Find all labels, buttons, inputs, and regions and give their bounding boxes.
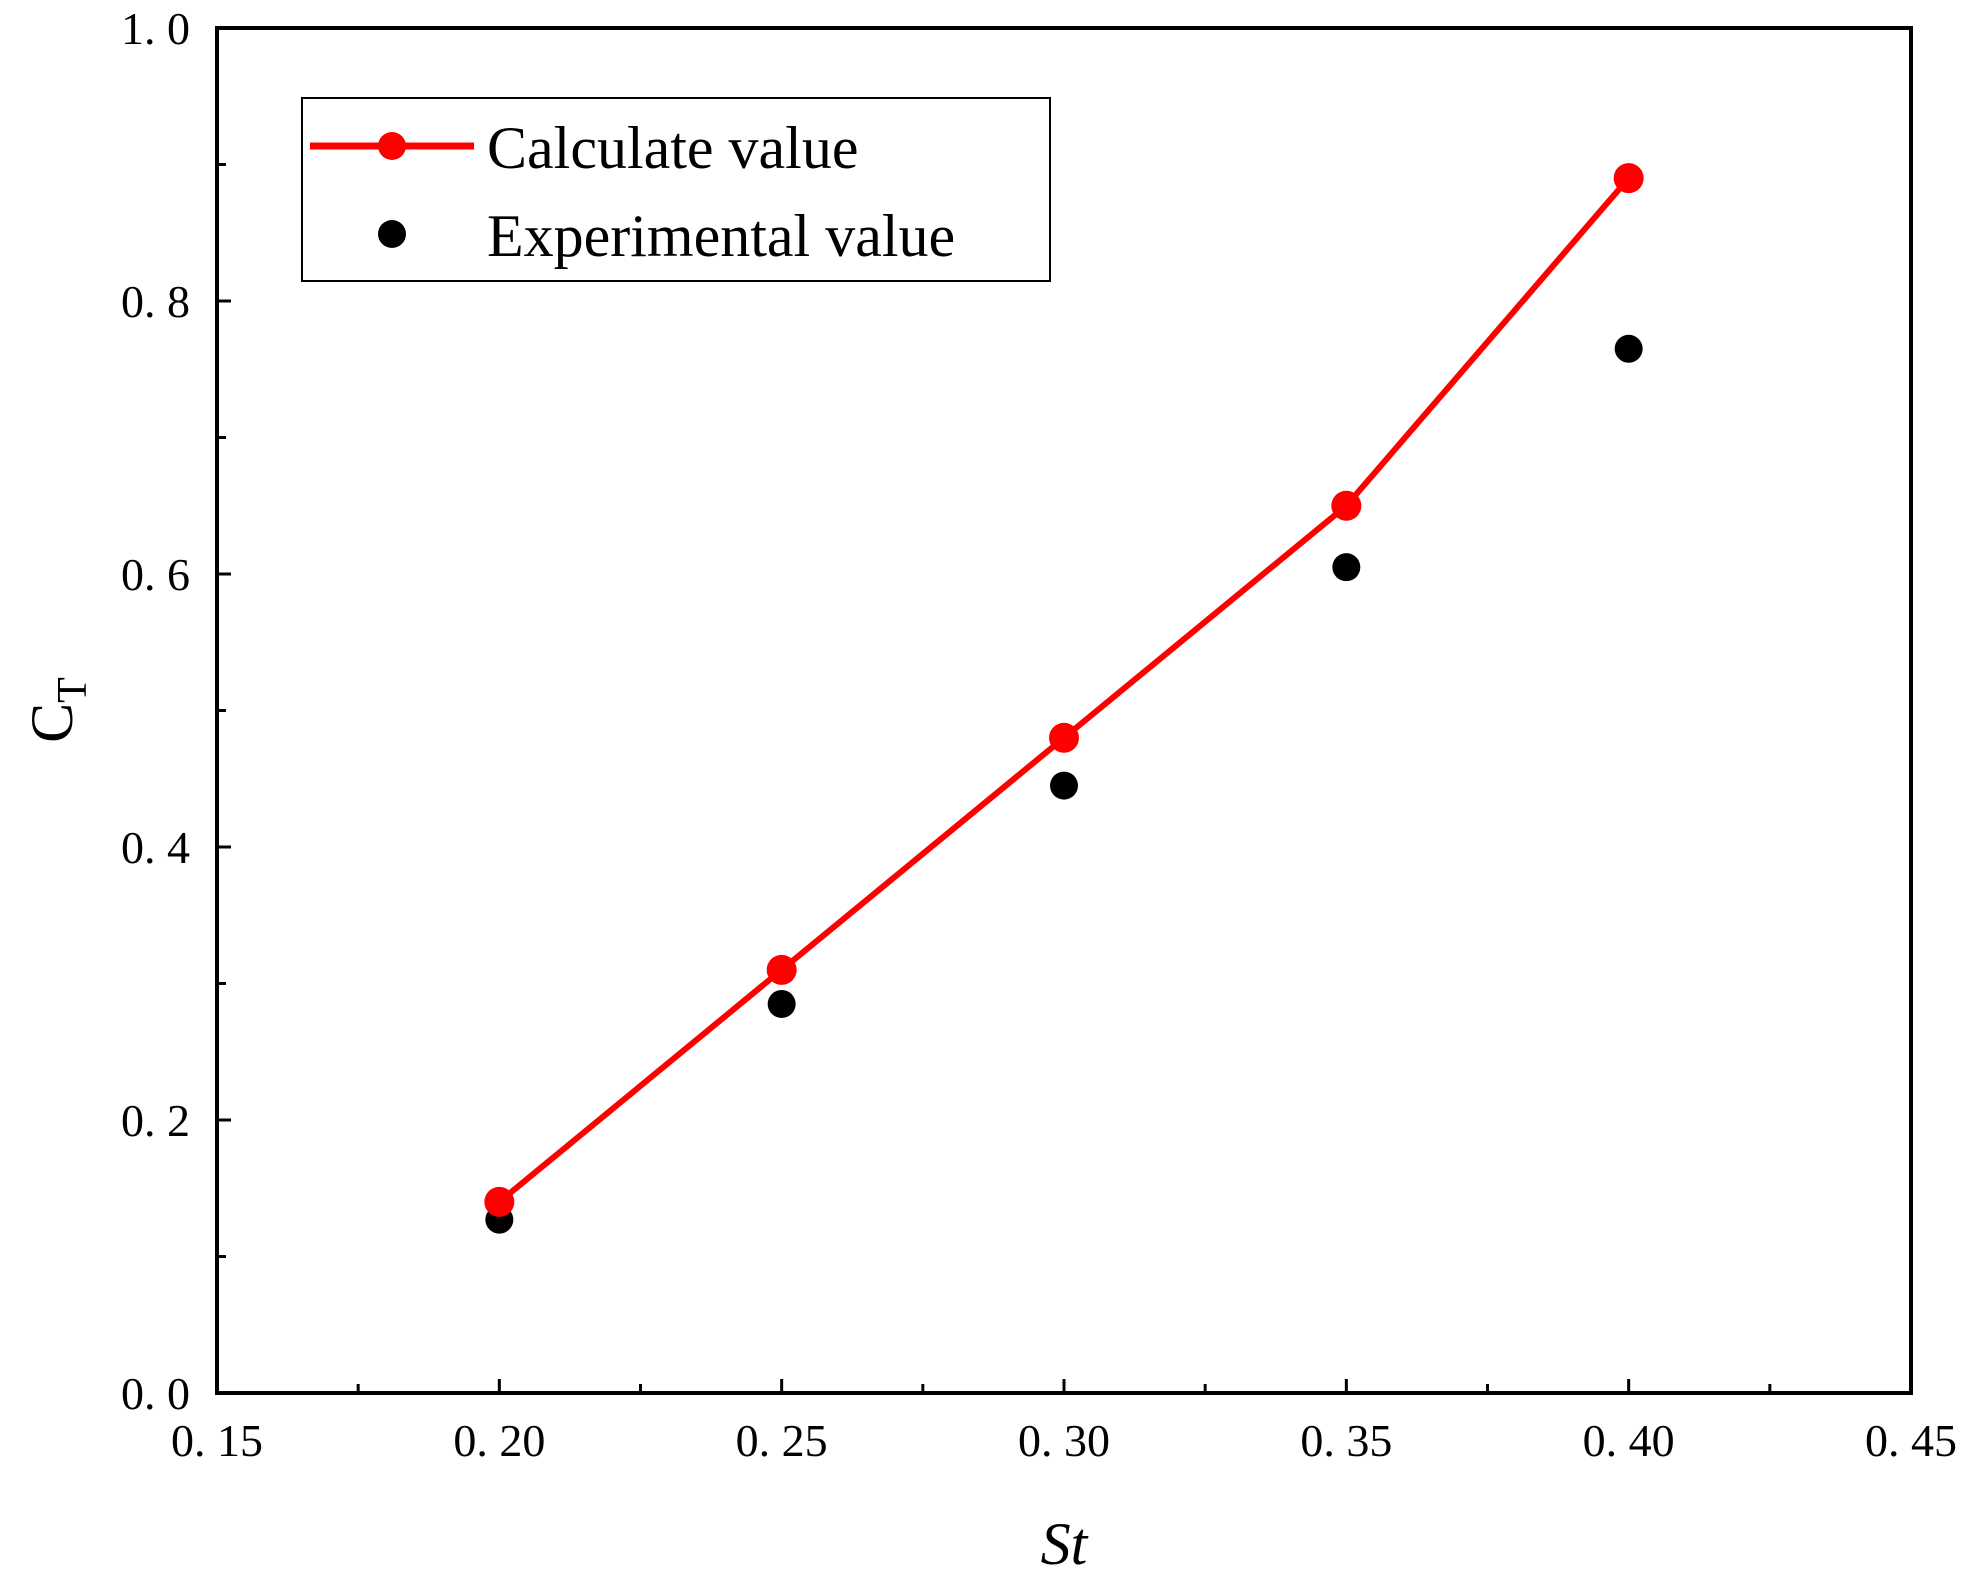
x-tick-label: 0. 30: [1018, 1415, 1110, 1466]
x-tick-label: 0. 15: [171, 1415, 263, 1466]
x-tick-label: 0. 40: [1583, 1415, 1675, 1466]
x-tick-label: 0. 35: [1300, 1415, 1392, 1466]
x-tick-labels: 0. 15 0. 20 0. 25 0. 30 0. 35 0. 40 0. 45: [171, 1415, 1957, 1466]
x-tick-label: 0. 45: [1865, 1415, 1957, 1466]
calculate-line: [497, 176, 1631, 1205]
x-axis-title: St: [1041, 1511, 1089, 1577]
experimental-point: [1050, 771, 1078, 800]
calculate-point: [766, 954, 797, 985]
y-tick-label: 0. 4: [121, 822, 190, 873]
legend-calculate-label: Calculate value: [487, 115, 858, 181]
experimental-point: [1614, 334, 1643, 363]
y-tick-label: 0. 8: [121, 276, 190, 327]
calculate-point: [1049, 722, 1079, 753]
legend-calculate-marker: [378, 132, 406, 160]
legend-experimental-label: Experimental value: [487, 203, 955, 269]
y-tick-label: 0. 6: [121, 549, 190, 600]
y-axis-title-subscript: T: [50, 677, 96, 703]
y-axis-title-main: C: [19, 703, 85, 743]
minor-ticks: [217, 163, 1772, 1393]
y-axis-title: CT: [19, 677, 96, 743]
major-ticks: [215, 26, 1913, 1395]
calculate-point: [1331, 490, 1362, 521]
y-tick-label: 1. 0: [121, 3, 190, 54]
y-tick-label: 0. 0: [121, 1368, 190, 1419]
experimental-point: [1332, 553, 1361, 582]
series-layer: [484, 163, 1644, 1234]
legend-box: [301, 97, 1051, 282]
legend-experimental-marker: [378, 220, 406, 248]
svg-text:CT: CT: [19, 677, 96, 743]
calculate-point: [484, 1186, 515, 1217]
experimental-point: [767, 989, 796, 1018]
legend: Calculate value Experimental value: [301, 97, 1051, 282]
x-tick-label: 0. 25: [736, 1415, 828, 1466]
x-tick-label: 0. 20: [453, 1415, 545, 1466]
calculate-point: [1613, 163, 1644, 194]
y-tick-label: 0. 2: [121, 1095, 190, 1146]
y-tick-labels: 0. 0 0. 2 0. 4 0. 6 0. 8 1. 0: [121, 3, 190, 1419]
